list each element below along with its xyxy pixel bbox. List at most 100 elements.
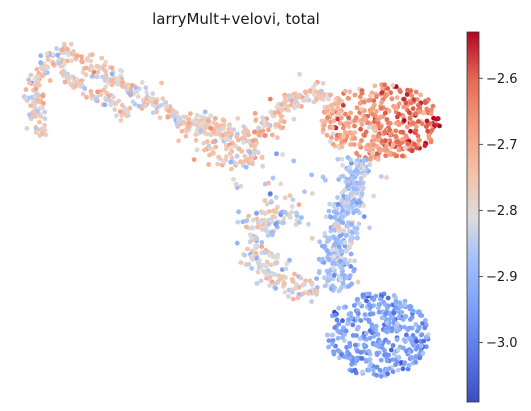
scatter-point <box>413 322 419 327</box>
scatter-point <box>342 257 348 263</box>
scatter-point <box>370 140 375 146</box>
scatter-point <box>385 295 391 301</box>
scatter-point <box>254 236 260 242</box>
scatter-point <box>347 130 353 135</box>
scatter-point <box>245 246 250 252</box>
scatter-point <box>228 131 234 137</box>
scatter-point <box>412 141 417 147</box>
scatter-point <box>282 281 287 287</box>
scatter-point <box>56 60 62 66</box>
scatter-point <box>255 224 260 230</box>
scatter-point <box>272 110 278 116</box>
scatter-point <box>335 335 341 341</box>
scatter-point <box>345 210 350 216</box>
scatter-point <box>344 179 350 184</box>
scatter-point <box>280 152 285 158</box>
scatter-point <box>260 115 265 121</box>
scatter-point <box>406 335 412 341</box>
scatter-point <box>354 186 360 192</box>
scatter-point <box>345 321 350 327</box>
scatter-point <box>378 339 383 345</box>
scatter-point <box>332 285 338 291</box>
scatter-point <box>267 283 272 288</box>
scatter-point <box>388 315 394 321</box>
scatter-point <box>47 78 53 83</box>
scatter-point <box>340 280 346 286</box>
scatter-point <box>324 104 330 110</box>
scatter-point <box>339 115 344 121</box>
scatter-point <box>343 204 348 209</box>
scatter-point <box>398 89 403 95</box>
scatter-point <box>339 156 345 162</box>
scatter-point <box>394 95 400 101</box>
colorbar-tick-label: −2.8 <box>486 204 518 219</box>
scatter-point <box>224 146 229 152</box>
scatter-point <box>382 110 388 116</box>
scatter-point <box>377 301 383 307</box>
scatter-point <box>292 286 298 291</box>
scatter-point <box>229 166 234 172</box>
scatter-point <box>346 115 351 121</box>
scatter-point <box>335 105 341 111</box>
colorbar: −2.6 −2.7 −2.8 −2.9 −3.0 <box>466 31 518 403</box>
scatter-point <box>347 165 353 171</box>
scatter-point <box>347 258 353 263</box>
scatter-point <box>38 53 44 59</box>
scatter-point <box>330 247 336 253</box>
scatter-point <box>407 110 412 116</box>
scatter-point <box>399 153 405 159</box>
scatter-point <box>395 139 401 145</box>
scatter-point <box>331 253 337 259</box>
scatter-point <box>356 301 362 307</box>
scatter-point <box>201 147 207 153</box>
scatter-point <box>423 100 428 106</box>
scatter-point <box>268 262 274 268</box>
scatter-point <box>346 245 352 251</box>
scatter-point <box>245 129 251 134</box>
scatter-point <box>383 311 388 316</box>
scatter-point <box>260 227 265 232</box>
scatter-point <box>387 131 393 137</box>
scatter-point <box>246 261 252 267</box>
scatter-point <box>306 290 311 296</box>
scatter-point <box>98 91 104 97</box>
scatter-point <box>354 150 359 156</box>
scatter-point <box>266 180 271 186</box>
scatter-point <box>194 147 200 153</box>
scatter-point <box>416 108 422 114</box>
scatter-point <box>372 113 378 118</box>
scatter-point <box>256 262 262 268</box>
scatter-point <box>383 153 389 159</box>
scatter-point <box>332 101 337 107</box>
scatter-point <box>393 104 399 110</box>
scatter-point <box>417 355 423 361</box>
scatter-point <box>84 94 89 100</box>
scatter-point <box>193 117 199 122</box>
scatter-point <box>322 122 327 128</box>
scatter-point <box>201 119 207 125</box>
scatter-point <box>282 95 288 100</box>
scatter-point <box>361 203 367 208</box>
scatter-point <box>411 97 416 103</box>
scatter-point <box>252 129 257 135</box>
scatter-point <box>114 113 119 118</box>
scatter-point <box>173 110 179 116</box>
scatter-point <box>378 357 384 363</box>
scatter-point <box>259 240 265 245</box>
scatter-point <box>341 228 347 233</box>
scatter-point <box>83 65 89 71</box>
scatter-point <box>301 98 306 103</box>
scatter-point <box>270 254 276 260</box>
colorbar-tick-label: −2.6 <box>486 72 518 87</box>
scatter-point <box>355 235 360 241</box>
scatter-point <box>227 127 233 133</box>
scatter-point <box>357 180 363 186</box>
scatter-point <box>408 100 414 106</box>
scatter-point <box>326 250 331 256</box>
scatter-point <box>63 71 68 77</box>
scatter-point <box>221 118 227 124</box>
scatter-point <box>329 135 334 141</box>
scatter-point <box>335 156 341 162</box>
scatter-point <box>346 206 352 212</box>
scatter-point <box>343 328 349 334</box>
